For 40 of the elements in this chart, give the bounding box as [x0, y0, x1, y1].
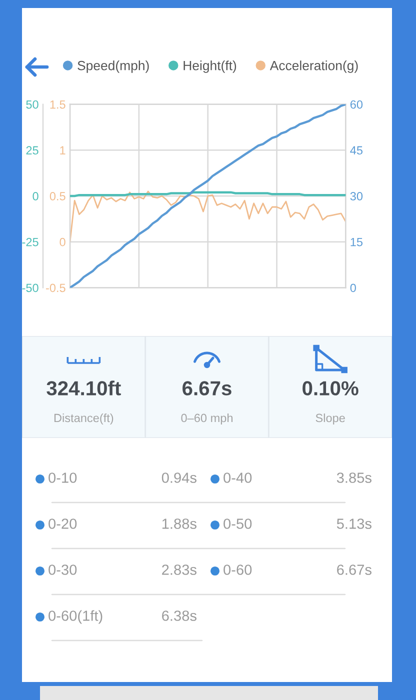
text: 2.83s [162, 564, 196, 575]
y3-tick-label: -25 [22, 238, 38, 246]
text: Slope [316, 413, 345, 425]
legend-label: Acceleration(g) [270, 60, 358, 73]
text: 0–60 mph [181, 413, 232, 425]
text: 0-60(1ft) [48, 610, 102, 624]
y3-tick-label: 25 [26, 146, 38, 155]
y3-tick-label: 50 [26, 100, 38, 109]
text: 0.94s [162, 472, 196, 483]
y2-tick-label: 0 [350, 284, 356, 292]
text: 6.67s [337, 564, 372, 575]
y2-tick-label: 30 [350, 192, 363, 200]
text: 0-30 [48, 564, 77, 575]
legend-label: Height(ft) [184, 60, 236, 73]
text: 0-60 [224, 564, 252, 575]
y-tick-label: 0 [60, 238, 66, 246]
text: 6.67s [182, 381, 232, 396]
text: 324.10ft [46, 380, 121, 396]
y2-tick-label: 15 [350, 238, 363, 246]
text: 5.13s [336, 518, 372, 529]
text: 0-10 [48, 472, 77, 483]
y3-tick-label: -50 [22, 284, 38, 292]
text: 0.10% [302, 381, 358, 396]
text: 0-40 [224, 472, 252, 483]
text: 0-50 [224, 518, 252, 529]
y-tick-label: 1.5 [50, 100, 66, 109]
y3-tick-label: 0 [32, 192, 38, 200]
text: 1.88s [162, 518, 196, 529]
text: 0-20 [48, 518, 77, 529]
text: 3.85s [336, 472, 372, 483]
y2-tick-label: 45 [350, 146, 363, 155]
y2-tick-label: 60 [350, 100, 363, 109]
line-series [70, 190, 346, 243]
text: Distance(ft) [54, 413, 114, 424]
y-tick-label: -0.5 [46, 284, 66, 292]
line-series [70, 104, 346, 288]
y-tick-label: 1 [60, 146, 66, 154]
y-tick-label: 0.5 [50, 192, 66, 200]
legend-label: Speed(mph) [78, 60, 149, 73]
text: 6.38s [162, 610, 196, 621]
